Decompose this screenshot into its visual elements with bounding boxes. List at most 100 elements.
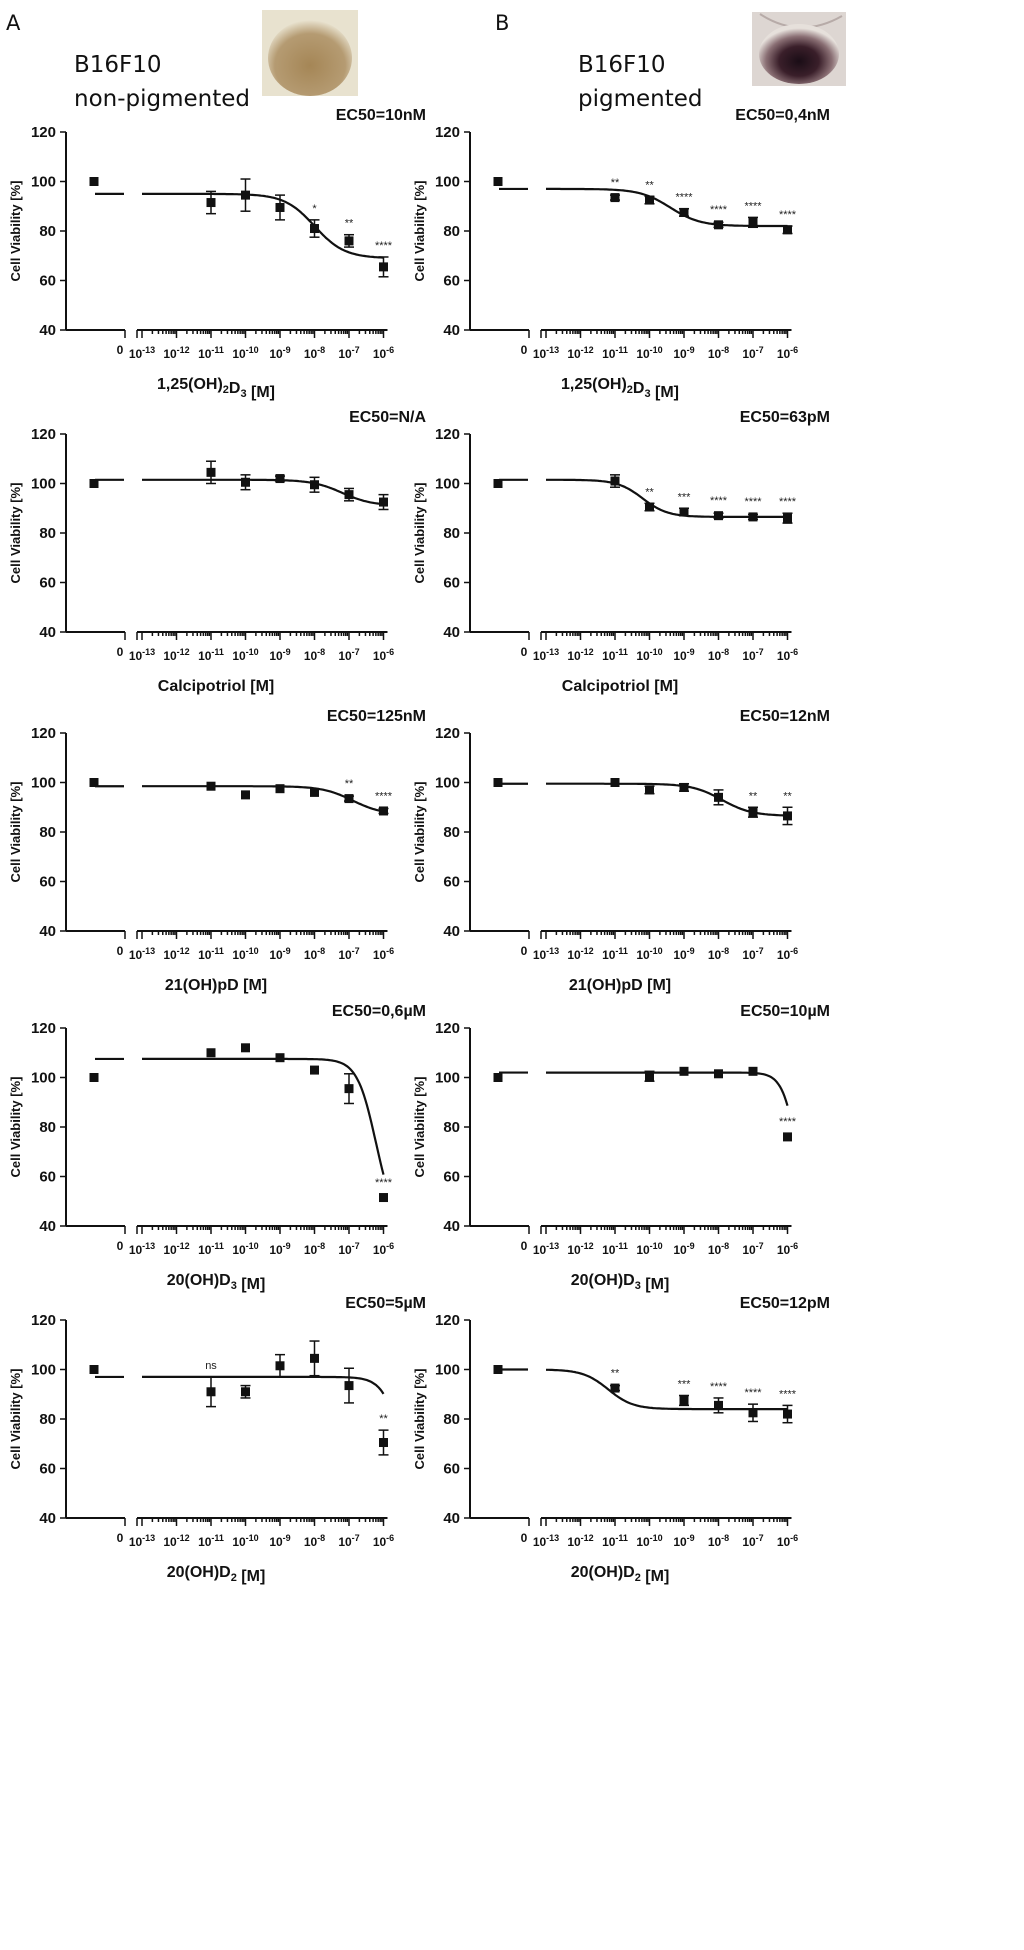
significance-label: **** (744, 200, 762, 212)
x-tick-label: 10-12 (163, 1241, 189, 1257)
y-tick-label: 80 (443, 1119, 460, 1136)
y-tick-label: 80 (39, 1119, 56, 1136)
x-tick-label: 10-8 (304, 946, 325, 962)
data-point (310, 787, 319, 797)
x-tick-label: 10-11 (198, 1241, 224, 1257)
y-axis-label: Cell Viability [%] (412, 782, 427, 883)
x-tick-label: 10-13 (129, 946, 155, 962)
data-point (714, 511, 723, 521)
significance-label: **** (375, 790, 393, 802)
x-tick-label: 10-11 (198, 345, 224, 361)
data-point (714, 220, 723, 230)
data-point (679, 1066, 689, 1076)
condition-a-line2: non-pigmented (74, 86, 250, 112)
condition-b-line2: pigmented (578, 86, 703, 112)
y-tick-label: 100 (435, 1070, 460, 1087)
x-tick-label: 10-7 (742, 1533, 763, 1549)
y-tick-label: 40 (39, 624, 56, 641)
control-point (493, 1073, 503, 1082)
data-point (714, 1400, 723, 1410)
y-tick-label: 80 (39, 223, 56, 240)
fit-curve (546, 782, 788, 817)
y-tick-label: 120 (435, 124, 460, 141)
data-point (275, 1361, 285, 1371)
data-point (679, 1395, 689, 1405)
data-point (783, 513, 792, 523)
chart-b2: EC50=63pM Cell Viability [%] 40 60 80 100 120 0… (412, 409, 830, 695)
control-point (493, 778, 503, 787)
y-tick-label: 40 (443, 322, 460, 339)
y-tick-label: 120 (435, 725, 460, 742)
tube-photo-nonpigmented (262, 10, 358, 96)
control-point (89, 177, 99, 186)
data-point (379, 497, 388, 507)
y-tick-label: 100 (31, 476, 56, 493)
y-tick-label: 120 (31, 1020, 56, 1037)
x-tick-label: 10-9 (673, 345, 694, 361)
chart-b3: EC50=12nM Cell Viability [%] 40 60 80 100 120 0… (412, 708, 830, 994)
ec50-title: EC50=12pM (740, 1295, 830, 1312)
x-tick-label: 10-10 (232, 1533, 258, 1549)
significance-label: **** (710, 204, 728, 216)
y-tick-label: 120 (31, 426, 56, 443)
data-point (275, 784, 285, 794)
fit-curve (142, 785, 384, 813)
x-axis-label: 20(OH)D3 [M] (571, 1272, 670, 1293)
y-axis-label: Cell Viability [%] (8, 483, 23, 584)
data-point (748, 512, 758, 522)
data-point (206, 198, 216, 208)
x-tick-label: 10-8 (708, 345, 729, 361)
significance-label: **** (779, 496, 797, 508)
significance-label: ** (345, 218, 354, 230)
x-axis-label: Calcipotriol [M] (562, 678, 678, 695)
data-point (275, 202, 285, 212)
x-tick-label: 10-7 (338, 647, 359, 663)
data-point (645, 785, 654, 795)
data-point (241, 790, 250, 800)
y-tick-label: 80 (443, 525, 460, 542)
fit-curve (142, 192, 384, 259)
x-tick-label: 10-11 (602, 1533, 628, 1549)
data-point (275, 1053, 285, 1063)
data-point (344, 1381, 354, 1391)
ec50-title: EC50=63pM (740, 409, 830, 426)
y-tick-label: 120 (31, 725, 56, 742)
x-tick-label: 10-8 (304, 1241, 325, 1257)
significance-label: **** (779, 209, 797, 221)
x-tick-label: 10-9 (269, 345, 290, 361)
data-point (310, 224, 319, 234)
data-point (783, 225, 792, 235)
y-tick-label: 120 (31, 1312, 56, 1329)
y-tick-label: 60 (39, 575, 56, 592)
condition-b-line1: B16F10 (578, 52, 666, 78)
significance-label: **** (744, 1387, 762, 1399)
x-axis-label: 20(OH)D3 [M] (167, 1272, 266, 1293)
significance-label: **** (779, 1116, 797, 1128)
x-tick-label: 10-10 (636, 946, 662, 962)
y-tick-label: 100 (31, 1070, 56, 1087)
y-tick-label: 40 (443, 624, 460, 641)
data-point (241, 1043, 250, 1053)
x-tick-label-zero: 0 (521, 343, 528, 357)
data-point (645, 195, 654, 205)
ec50-title: EC50=N/A (349, 409, 426, 426)
x-tick-label: 10-8 (304, 1533, 325, 1549)
data-point (206, 781, 216, 791)
data-point (783, 1409, 792, 1419)
x-tick-label: 10-11 (198, 946, 224, 962)
x-tick-label: 10-11 (602, 1241, 628, 1257)
data-point (714, 1069, 723, 1079)
x-tick-label: 10-12 (567, 1241, 593, 1257)
x-tick-label: 10-11 (198, 1533, 224, 1549)
y-tick-label: 100 (435, 775, 460, 792)
x-tick-label: 10-7 (742, 647, 763, 663)
data-point (748, 1066, 758, 1076)
data-point (714, 792, 723, 802)
fit-curve (546, 478, 788, 518)
data-point (379, 1438, 388, 1448)
y-tick-label: 100 (31, 1362, 56, 1379)
x-tick-label: 10-11 (602, 946, 628, 962)
chart-a1: EC50=10nM Cell Viability [%] 40 60 80 100 120 0… (8, 107, 426, 401)
